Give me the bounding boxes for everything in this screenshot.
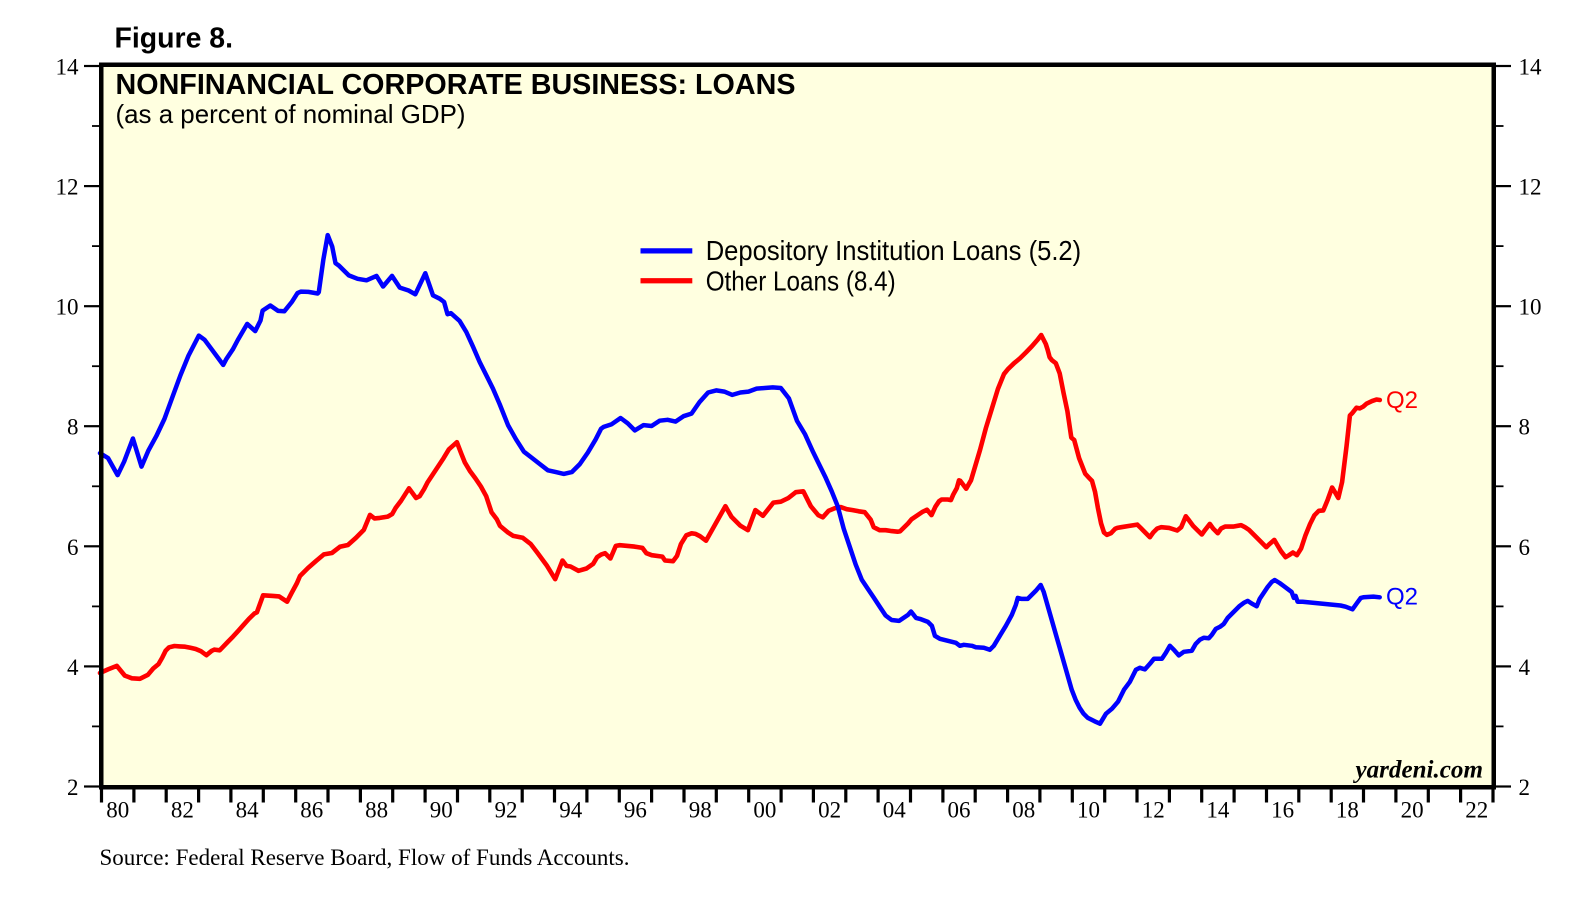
svg-text:Source: Federal Reserve Board,: Source: Federal Reserve Board, Flow of F… <box>100 845 630 871</box>
svg-text:10: 10 <box>1519 295 1542 320</box>
svg-text:14: 14 <box>1206 798 1230 823</box>
svg-text:98: 98 <box>689 798 712 823</box>
svg-text:08: 08 <box>1012 798 1035 823</box>
svg-text:Q2: Q2 <box>1386 387 1418 414</box>
svg-text:22: 22 <box>1465 798 1488 823</box>
svg-text:(as a percent of nominal GDP): (as a percent of nominal GDP) <box>116 99 466 129</box>
svg-text:86: 86 <box>300 798 323 823</box>
svg-text:2: 2 <box>1519 775 1531 800</box>
svg-text:20: 20 <box>1401 798 1424 823</box>
svg-text:2: 2 <box>67 775 79 800</box>
svg-text:Figure 8.: Figure 8. <box>115 22 234 54</box>
svg-text:Q2: Q2 <box>1386 584 1418 611</box>
svg-text:96: 96 <box>624 798 647 823</box>
svg-text:6: 6 <box>1519 535 1531 560</box>
svg-text:Depository Institution Loans (: Depository Institution Loans (5.2) <box>706 235 1081 266</box>
svg-text:90: 90 <box>430 798 453 823</box>
svg-text:94: 94 <box>559 798 583 823</box>
svg-text:16: 16 <box>1271 798 1294 823</box>
svg-text:4: 4 <box>1519 655 1531 680</box>
svg-text:4: 4 <box>67 655 79 680</box>
svg-text:02: 02 <box>818 798 841 823</box>
svg-text:14: 14 <box>1519 55 1543 80</box>
svg-text:04: 04 <box>883 798 907 823</box>
svg-text:80: 80 <box>106 798 129 823</box>
svg-text:12: 12 <box>1142 798 1165 823</box>
svg-text:10: 10 <box>1077 798 1100 823</box>
svg-text:6: 6 <box>67 535 79 560</box>
svg-text:8: 8 <box>1519 415 1531 440</box>
svg-text:88: 88 <box>365 798 388 823</box>
svg-text:yardeni.com: yardeni.com <box>1352 757 1483 784</box>
svg-text:14: 14 <box>56 55 80 80</box>
svg-text:12: 12 <box>56 175 79 200</box>
svg-text:NONFINANCIAL CORPORATE BUSINES: NONFINANCIAL CORPORATE BUSINESS: LOANS <box>116 69 796 101</box>
svg-text:18: 18 <box>1336 798 1359 823</box>
svg-text:10: 10 <box>56 295 79 320</box>
svg-text:00: 00 <box>753 798 776 823</box>
svg-text:84: 84 <box>236 798 260 823</box>
svg-text:8: 8 <box>67 415 79 440</box>
svg-text:12: 12 <box>1519 175 1542 200</box>
svg-text:06: 06 <box>948 798 971 823</box>
svg-text:Other Loans (8.4): Other Loans (8.4) <box>706 266 896 297</box>
svg-text:82: 82 <box>171 798 194 823</box>
svg-text:92: 92 <box>495 798 518 823</box>
